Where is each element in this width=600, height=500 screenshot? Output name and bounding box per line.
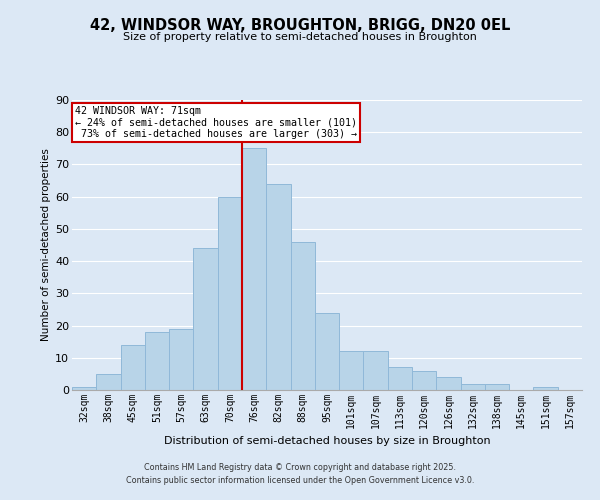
Bar: [193, 248, 218, 390]
Bar: [218, 196, 242, 390]
Bar: [266, 184, 290, 390]
Bar: [461, 384, 485, 390]
Bar: [121, 345, 145, 390]
Text: 42, WINDSOR WAY, BROUGHTON, BRIGG, DN20 0EL: 42, WINDSOR WAY, BROUGHTON, BRIGG, DN20 …: [90, 18, 510, 32]
Bar: [485, 384, 509, 390]
Bar: [145, 332, 169, 390]
Bar: [436, 377, 461, 390]
Y-axis label: Number of semi-detached properties: Number of semi-detached properties: [41, 148, 51, 342]
Bar: [339, 352, 364, 390]
Text: Size of property relative to semi-detached houses in Broughton: Size of property relative to semi-detach…: [123, 32, 477, 42]
Text: 42 WINDSOR WAY: 71sqm
← 24% of semi-detached houses are smaller (101)
 73% of se: 42 WINDSOR WAY: 71sqm ← 24% of semi-deta…: [74, 106, 356, 139]
X-axis label: Distribution of semi-detached houses by size in Broughton: Distribution of semi-detached houses by …: [164, 436, 490, 446]
Bar: [290, 242, 315, 390]
Bar: [315, 312, 339, 390]
Bar: [412, 370, 436, 390]
Text: Contains HM Land Registry data © Crown copyright and database right 2025.
Contai: Contains HM Land Registry data © Crown c…: [126, 464, 474, 485]
Bar: [169, 329, 193, 390]
Bar: [96, 374, 121, 390]
Bar: [242, 148, 266, 390]
Bar: [72, 387, 96, 390]
Bar: [533, 387, 558, 390]
Bar: [388, 368, 412, 390]
Bar: [364, 352, 388, 390]
